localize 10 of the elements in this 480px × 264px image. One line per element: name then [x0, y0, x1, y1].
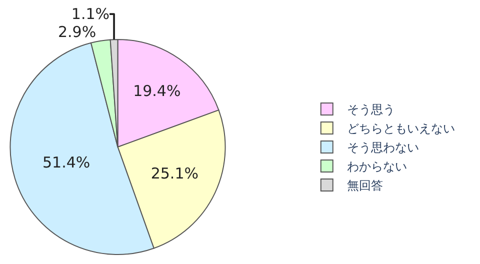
data-label: 25.1% [150, 164, 198, 183]
data-label: 19.4% [133, 82, 181, 100]
legend-label: そう思う [346, 102, 395, 117]
data-label: 1.1% [71, 5, 110, 24]
legend-label: 無回答 [346, 178, 383, 193]
legend-label: わからない [346, 160, 407, 174]
legend-label: そう思わない [346, 140, 419, 155]
legend-label: どちらともいえない [346, 122, 455, 136]
data-label: 2.9% [58, 23, 96, 42]
data-label: 51.4% [42, 154, 90, 172]
